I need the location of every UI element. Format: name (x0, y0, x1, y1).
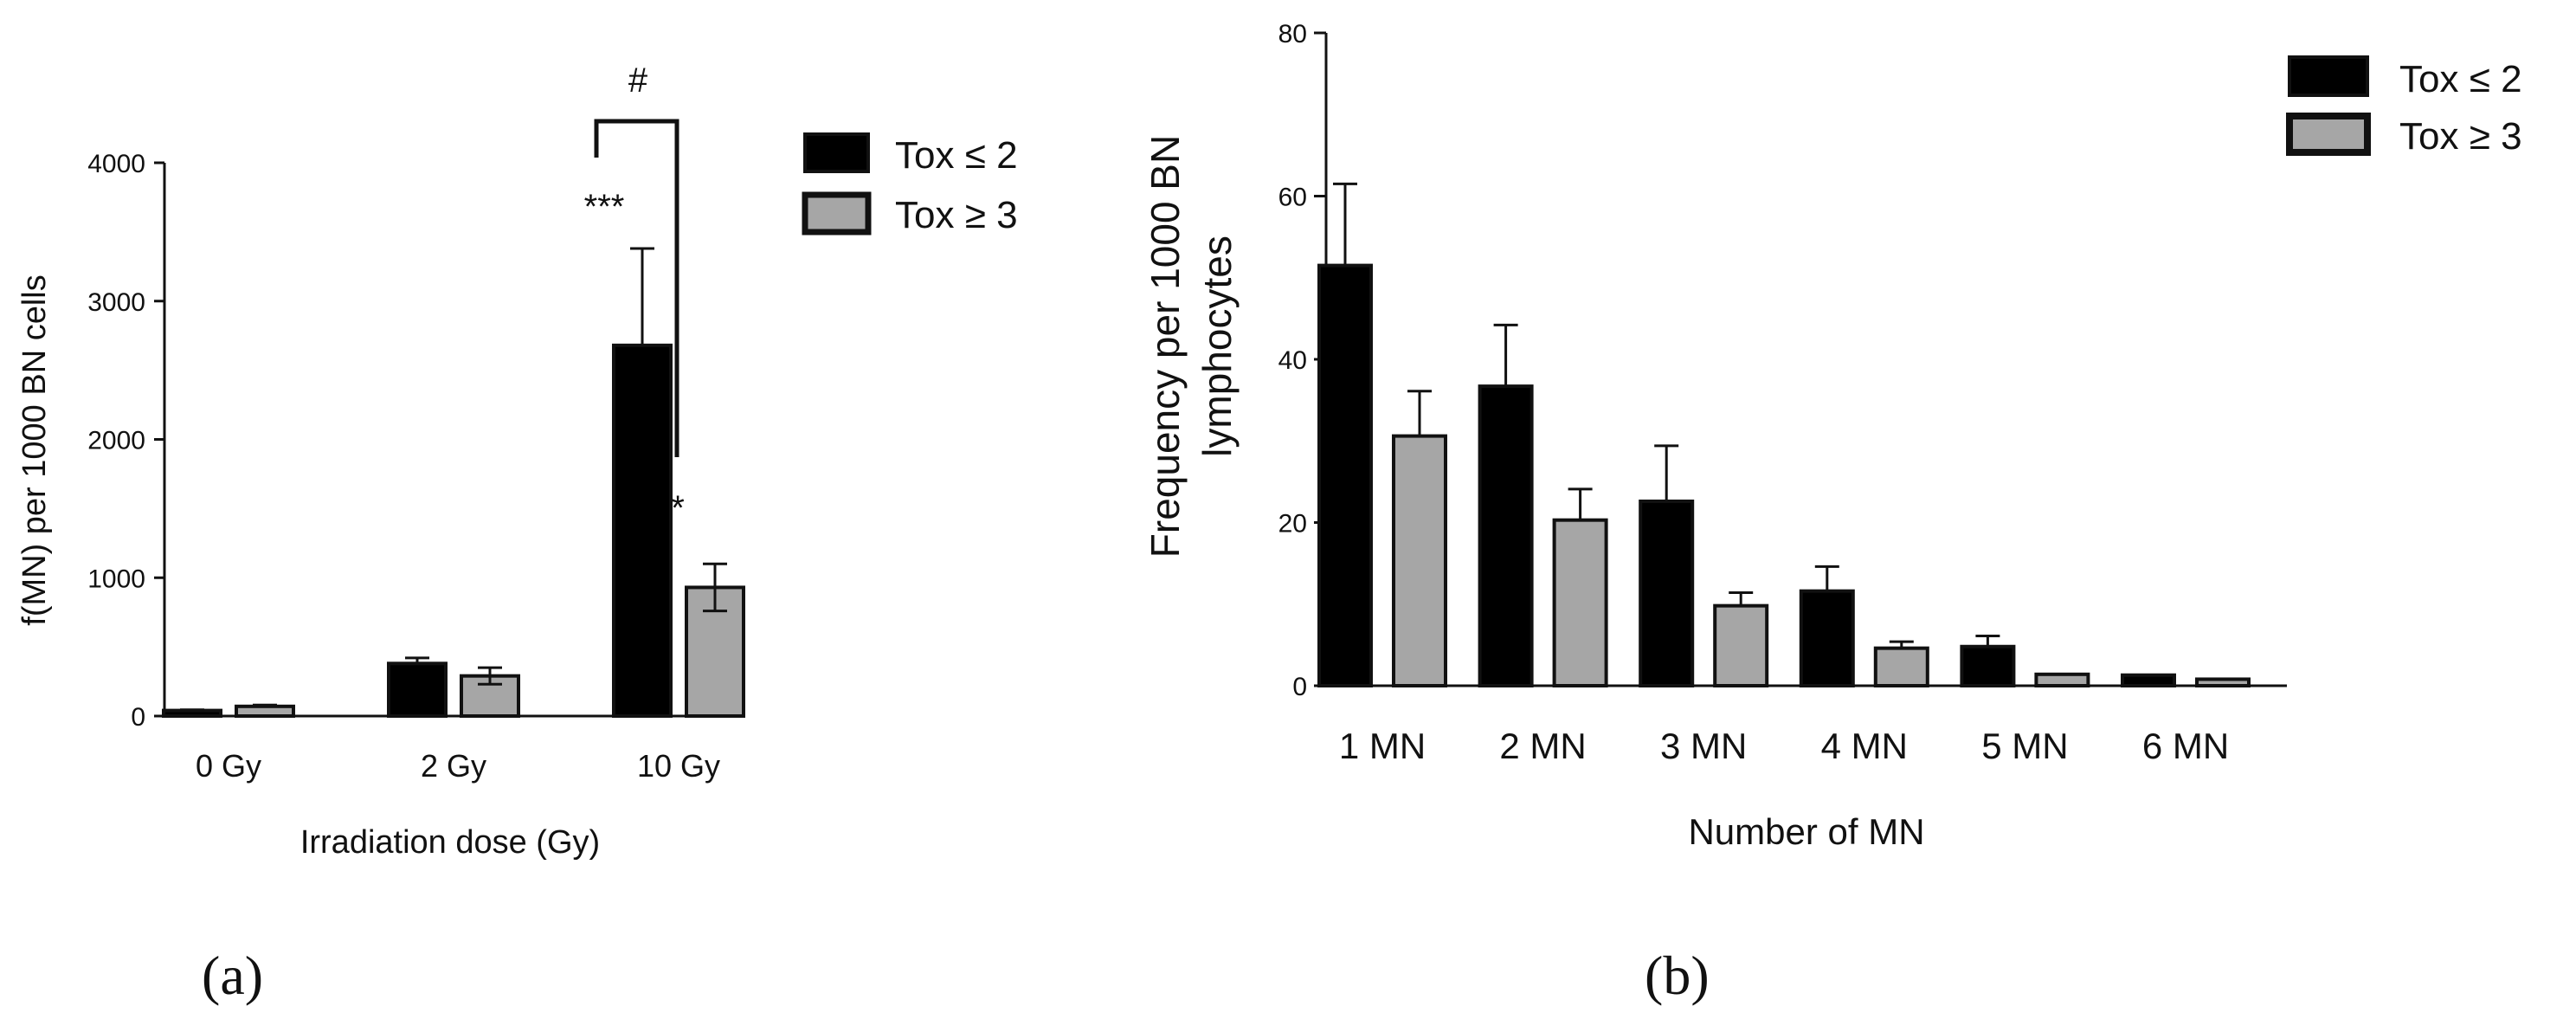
panel-a-bar-tox-high (235, 704, 295, 719)
panel-b-bar-tox-high (1552, 518, 1608, 687)
panel-b-category-label: 2 MN (1499, 726, 1586, 766)
panel-b-bar-tox-low (1799, 589, 1855, 687)
panel-a-legend-label-tox-low: Tox ≤ 2 (895, 134, 1018, 177)
panel-b-bar-tox-high (2034, 672, 2090, 687)
panel-a-legend-swatch-tox-high (802, 191, 872, 236)
panel-b-bar-tox-low (1960, 644, 2016, 688)
panel-b-y-tick-label: 80 (1278, 20, 1307, 48)
panel-b-y-tick-label: 0 (1292, 673, 1307, 701)
panel-b-category-label: 3 MN (1660, 726, 1747, 766)
panel-a-y-axis-title: f(MN) per 1000 BN cells (16, 274, 53, 625)
panel-b-legend-swatch-tox-low (2288, 55, 2369, 97)
panel-b-bar-tox-low (1639, 499, 1695, 687)
panel-b-bar-tox-low (1478, 384, 1534, 687)
panel-a-category-label: 0 Gy (196, 748, 261, 784)
panel-b-legend-swatch-tox-high (2286, 113, 2371, 156)
panel-b-bar-tox-low (1317, 263, 1373, 687)
panel-a-category-label: 2 Gy (421, 748, 486, 784)
panel-a-bar-tox-low (612, 343, 673, 718)
panel-b-legend: Tox ≤ 2 Tox ≥ 3 (2286, 55, 2522, 158)
panel-a-y-tick-label: 2000 (87, 427, 145, 455)
panel-b-bar-tox-high (2195, 677, 2251, 688)
panel-a-category-label: 10 Gy (637, 748, 720, 784)
panel-a-annotation-three-star: *** (584, 188, 625, 226)
panel-b-label: (b) (1645, 945, 1710, 1006)
panel-a-bar-tox-low (387, 661, 448, 718)
panel-a-y-tick-label: 4000 (87, 150, 145, 178)
panel-b-category-label: 1 MN (1339, 726, 1426, 766)
panel-b-category-label: 5 MN (1981, 726, 2068, 766)
panel-a-y-tick-label: 3000 (87, 288, 145, 317)
panel-a-y-tick-label: 0 (131, 703, 145, 732)
panel-a-y-tick-label: 1000 (87, 565, 145, 593)
panel-b-chart: 0 20 40 60 80 1 MN 2 MN 3 MN 4 MN 5 MN 6 MN Frequ… (1143, 20, 2522, 1006)
panel-b-bar-tox-low (2121, 673, 2176, 687)
panel-a-annotation-one-star: * (671, 489, 685, 527)
panel-b-y-tick-label: 60 (1278, 184, 1307, 212)
panel-b-y-axis-title-line-2: lymphocytes (1195, 236, 1240, 457)
panel-b-bar-tox-high (1713, 603, 1769, 688)
panel-a-label: (a) (202, 945, 263, 1006)
panel-a-legend: Tox ≤ 2 Tox ≥ 3 (802, 132, 1018, 236)
panel-b-category-label: 6 MN (2142, 726, 2229, 766)
panel-b-legend-label-tox-low: Tox ≤ 2 (2399, 58, 2522, 100)
panel-b-legend-label-tox-high: Tox ≥ 3 (2399, 115, 2522, 158)
panel-b-category-label: 4 MN (1821, 726, 1908, 766)
panel-b-bar-tox-high (1873, 646, 1929, 688)
panel-b-bar-tox-high (1392, 434, 1447, 687)
panel-a-legend-swatch-tox-low (803, 132, 870, 173)
panel-a-annotation-hash: # (628, 61, 648, 100)
panel-b-y-tick-label: 40 (1278, 346, 1307, 375)
panel-b-y-tick-label: 20 (1278, 510, 1307, 539)
panel-a-legend-label-tox-high: Tox ≥ 3 (895, 194, 1018, 236)
panel-b-x-axis-title: Number of MN (1688, 811, 1924, 852)
panel-a-chart: 0 1000 2000 3000 4000 0 Gy 2 Gy 10 Gy f(MN) pe… (16, 61, 1018, 1006)
panel-a-comparison-bracket (594, 119, 679, 457)
panel-a-x-axis-title: Irradiation dose (Gy) (300, 824, 600, 861)
panel-b-y-axis-title-line-1: Frequency per 1000 BN (1143, 135, 1188, 558)
panel-a-bar-tox-low (162, 708, 222, 718)
